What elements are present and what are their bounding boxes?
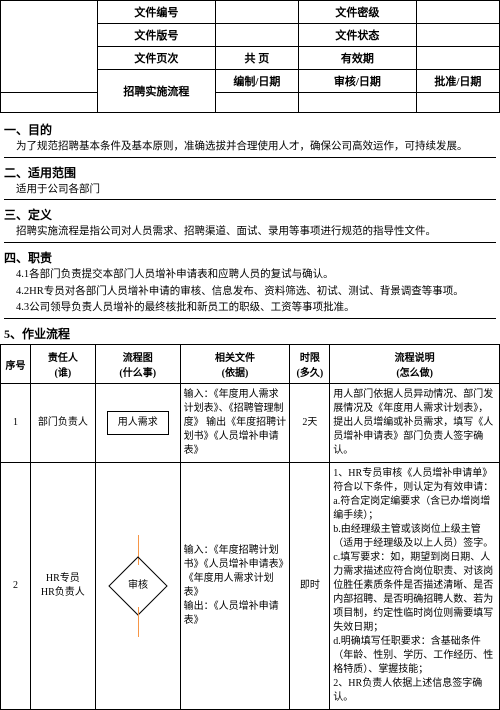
hdr-lbl: 文件状态 — [298, 24, 416, 47]
flow-row: 1 部门负责人 用人需求 输入：《年度用人需求计划表》、《招聘管理制度》 输出《… — [1, 384, 500, 463]
section-body: 4.1各部门负责提交本部门人员增补申请表和应聘人员的复试与确认。 — [16, 268, 496, 283]
sig-label: 编制/日期 — [215, 70, 298, 93]
sig-label: 审核/日期 — [298, 70, 416, 93]
cell-who: HR专员 HR负责人 — [30, 463, 95, 710]
cell-flowchart: 用人需求 — [95, 384, 180, 463]
flow-connector — [138, 607, 139, 637]
section-heading: 5、作业流程 — [4, 325, 496, 342]
hdr-lbl: 文件密级 — [298, 1, 416, 24]
section-heading: 二、适用范围 — [4, 164, 496, 181]
section-body: 为了规范招聘基本条件及基本原则，准确选拔并合理使用人才，确保公司高效运作，可持续… — [16, 140, 496, 155]
hdr-lbl: 文件版号 — [98, 24, 216, 47]
section-body: 招聘实施流程是指公司对人员需求、招聘渠道、面试、录用等事项进行规范的指导性文件。 — [16, 225, 496, 240]
cell-docs: 输入：《年度用人需求计划表》、《招聘管理制度》 输出《年度招聘计划书》《人员增补… — [180, 384, 290, 463]
hdr-lbl: 有效期 — [298, 47, 416, 70]
section-body: 4.3公司领导负责人员增补的最终核批和新员工的职级、工资等事项批准。 — [16, 301, 496, 316]
cell-desc: 1、HR专员审核《人员增补申请单》符合以下条件，则认定为有效申请： a.符合定岗… — [330, 463, 500, 710]
col-header: 相关文件(依据) — [180, 345, 290, 384]
cell-seq: 2 — [1, 463, 31, 710]
sig-val — [416, 93, 499, 113]
sig-label: 批准/日期 — [416, 70, 499, 93]
sig-val — [298, 93, 416, 113]
sig-val — [215, 93, 298, 113]
hdr-lbl: 文件页次 — [98, 47, 216, 70]
flow-node-process: 用人需求 — [107, 411, 169, 435]
cell-time: 2天 — [290, 384, 330, 463]
cell-flowchart: 审核 — [95, 463, 180, 710]
cell-docs: 输入：《年度招聘计划书》《人员增补申请表》《年度用人需求计划表》 输出：《人员增… — [180, 463, 290, 710]
col-header: 时限(多久) — [290, 345, 330, 384]
cell-time: 即时 — [290, 463, 330, 710]
col-header: 责任人(谁) — [30, 345, 95, 384]
hdr-val — [215, 1, 298, 24]
hdr-val — [215, 24, 298, 47]
col-header: 流程说明(怎么做) — [330, 345, 500, 384]
col-header: 流程图(什么事) — [95, 345, 180, 384]
hdr-val: 共 页 — [215, 47, 298, 70]
cell-desc: 用人部门依据人员异动情况、部门发展情况及《年度用人需求计划表》，提出人员增编或补… — [330, 384, 500, 463]
hdr-val — [416, 47, 499, 70]
cell-seq: 1 — [1, 384, 31, 463]
section-body: 4.2HR专员对各部门人员增补申请的审核、信息发布、资料筛选、初试、测试、背景调… — [16, 285, 496, 300]
flow-row: 2 HR专员 HR负责人 审核 输入：《年度招聘计划书》《人员增补申请表》《年度… — [1, 463, 500, 710]
logo-cell — [1, 1, 98, 93]
section-body: 适用于公司各部门 — [16, 183, 496, 198]
hdr-lbl: 文件编号 — [98, 1, 216, 24]
doc-title: 招聘实施流程 — [98, 70, 216, 113]
col-header: 序号 — [1, 345, 31, 384]
section-heading: 一、目的 — [4, 121, 496, 138]
section-heading: 三、定义 — [4, 206, 496, 223]
hdr-val — [416, 1, 499, 24]
logo-cell-2 — [1, 93, 98, 113]
section-heading: 四、职责 — [4, 249, 496, 266]
hdr-val — [416, 24, 499, 47]
cell-who: 部门负责人 — [30, 384, 95, 463]
